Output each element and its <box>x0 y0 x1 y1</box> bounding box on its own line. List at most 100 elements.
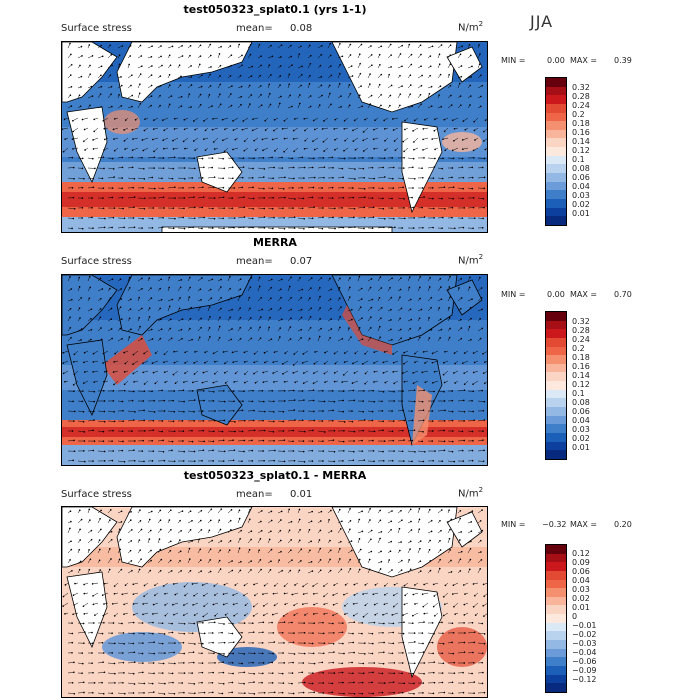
stress-vector-head <box>163 399 166 402</box>
stress-vector <box>307 227 314 229</box>
stress-vector-head <box>92 177 95 180</box>
stress-vector-head <box>320 53 323 56</box>
stress-vector <box>67 662 74 664</box>
stress-vector <box>407 177 415 180</box>
colorbar-tick: 0.28 <box>572 92 590 101</box>
stress-vector-head <box>449 296 451 299</box>
stress-vector-head <box>81 672 83 675</box>
stress-vector-head <box>70 288 73 290</box>
stress-vector <box>63 350 69 354</box>
stress-vector-head <box>71 430 74 432</box>
stress-vector-head <box>439 519 441 522</box>
stress-vector-head <box>71 641 74 644</box>
stress-vector-head <box>138 316 141 319</box>
stress-vector-head <box>104 217 106 220</box>
stress-vector-head <box>482 430 484 432</box>
stress-vector-head <box>414 352 416 355</box>
stress-vector-head <box>288 529 291 532</box>
stress-vector-head <box>99 548 101 551</box>
stress-vector-head <box>239 537 242 540</box>
stress-vector-head <box>432 459 435 462</box>
stress-vector <box>97 217 105 219</box>
stress-vector-head <box>133 632 135 635</box>
stress-vector-head <box>263 168 266 170</box>
units-label: N/m2 <box>458 20 484 34</box>
stress-vector-head <box>294 419 296 421</box>
stress-vector-head <box>312 672 314 674</box>
stress-vector-head <box>282 615 285 617</box>
stress-vector-head <box>103 127 106 130</box>
stress-vector-head <box>439 558 442 561</box>
stress-vector-head <box>222 390 225 392</box>
stress-vector-head <box>332 632 335 634</box>
stress-vector-head <box>483 140 485 142</box>
stress-vector-head <box>123 692 126 695</box>
stress-vector-head <box>272 177 275 180</box>
stress-vector-head <box>349 568 352 570</box>
stress-vector <box>327 450 335 453</box>
stress-vector-head <box>308 44 311 47</box>
stress-vector-head <box>329 569 332 572</box>
stress-vector-head <box>320 44 323 47</box>
stress-vector <box>347 682 354 684</box>
stress-vector-head <box>250 560 253 562</box>
stress-vector-head <box>83 361 85 364</box>
stress-vector-head <box>219 83 222 86</box>
stress-vector-head <box>312 613 315 615</box>
stress-vector <box>257 622 264 624</box>
stress-vector-head <box>160 558 163 561</box>
stress-vector-head <box>401 44 404 47</box>
stress-vector-head <box>120 568 123 571</box>
stress-vector-head <box>370 550 373 553</box>
stress-vector-head <box>232 439 234 442</box>
stress-vector-head <box>462 682 465 684</box>
stress-vector-head <box>91 157 94 160</box>
stress-vector <box>267 430 274 433</box>
stress-vector-head <box>141 450 144 452</box>
stress-vector-head <box>131 166 134 169</box>
stress-vector-head <box>180 569 183 572</box>
stress-vector-head <box>169 327 172 330</box>
stress-vector-head <box>390 296 393 299</box>
stress-vector-head <box>240 103 242 106</box>
stress-vector-head <box>400 541 402 543</box>
stress-vector-head <box>332 642 335 645</box>
stress-vector-head <box>388 73 391 76</box>
stress-vector-head <box>133 651 136 654</box>
stress-vector-head <box>148 518 151 521</box>
stress-vector-head <box>263 216 266 218</box>
stress-vector-head <box>329 54 332 57</box>
stress-vector-head <box>164 381 167 384</box>
stress-vector-head <box>152 621 154 624</box>
stress-vector-head <box>222 351 225 353</box>
stress-vector <box>347 177 355 180</box>
stress-vector-head <box>393 450 395 452</box>
stress-vector-head <box>200 529 203 531</box>
stress-vector-head <box>319 559 322 561</box>
stress-vector-head <box>333 380 336 383</box>
stress-vector-head <box>322 671 325 674</box>
stress-vector <box>247 187 254 189</box>
stress-vector-head <box>259 74 262 77</box>
stress-vector-head <box>302 372 305 374</box>
stress-vector-head <box>208 306 211 308</box>
stress-vector-head <box>102 156 105 159</box>
stress-vector-head <box>320 510 323 513</box>
stress-vector-head <box>339 540 342 543</box>
stress-vector <box>417 450 425 453</box>
stress-vector <box>253 612 259 617</box>
world-map <box>61 274 488 466</box>
stress-vector-head <box>424 381 427 384</box>
stress-vector-head <box>301 419 304 422</box>
stress-vector-head <box>288 285 291 288</box>
stress-vector-head <box>111 692 114 695</box>
stress-vector-head <box>150 549 152 552</box>
stress-vector-head <box>403 603 406 606</box>
stress-vector <box>217 622 225 625</box>
stress-vector-head <box>168 103 171 106</box>
stress-vector-head <box>320 327 322 330</box>
stress-vector-head <box>243 594 245 597</box>
stress-vector-head <box>142 642 144 644</box>
stress-vector-head <box>302 691 305 694</box>
stress-vector-head <box>143 352 145 355</box>
